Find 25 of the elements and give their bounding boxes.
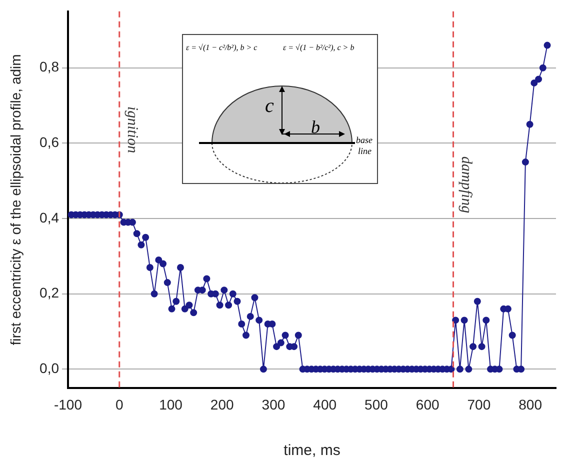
y-tick-label: 0,0 bbox=[40, 360, 60, 376]
annotation: ε = √(1 − c²/b²), b > c bbox=[186, 43, 258, 52]
ref-line-label: dampfing bbox=[458, 156, 474, 214]
x-tick-label: 500 bbox=[364, 396, 388, 412]
x-tick-label: 300 bbox=[262, 396, 286, 412]
x-tick-label: 0 bbox=[115, 396, 124, 412]
x-tick-label: 600 bbox=[416, 396, 440, 412]
annotation: ε = √(1 − b²/c²), c > b bbox=[283, 43, 354, 52]
annotation: base bbox=[356, 135, 372, 145]
y-tick-label: 0,6 bbox=[40, 134, 60, 150]
ref-line-label: ignition bbox=[124, 106, 140, 154]
annotation: c bbox=[265, 95, 274, 118]
annotation: line bbox=[358, 146, 372, 156]
annotation: b bbox=[311, 117, 320, 138]
y-tick-label: 0,2 bbox=[40, 284, 60, 301]
x-tick-label: 400 bbox=[313, 396, 337, 412]
x-tick-label: 200 bbox=[210, 396, 234, 412]
x-tick-label: 800 bbox=[518, 396, 542, 412]
x-axis-title: time, ms bbox=[284, 442, 340, 460]
x-tick-label: -100 bbox=[54, 396, 82, 412]
y-axis-title: first eccentricity ε of the ellipsoidal profile, adim bbox=[7, 54, 24, 346]
y-tick-label: 0,8 bbox=[40, 58, 60, 75]
x-tick-label: 100 bbox=[159, 396, 183, 412]
y-tick-label: 0,4 bbox=[40, 209, 60, 226]
x-tick-label: 700 bbox=[467, 396, 491, 412]
